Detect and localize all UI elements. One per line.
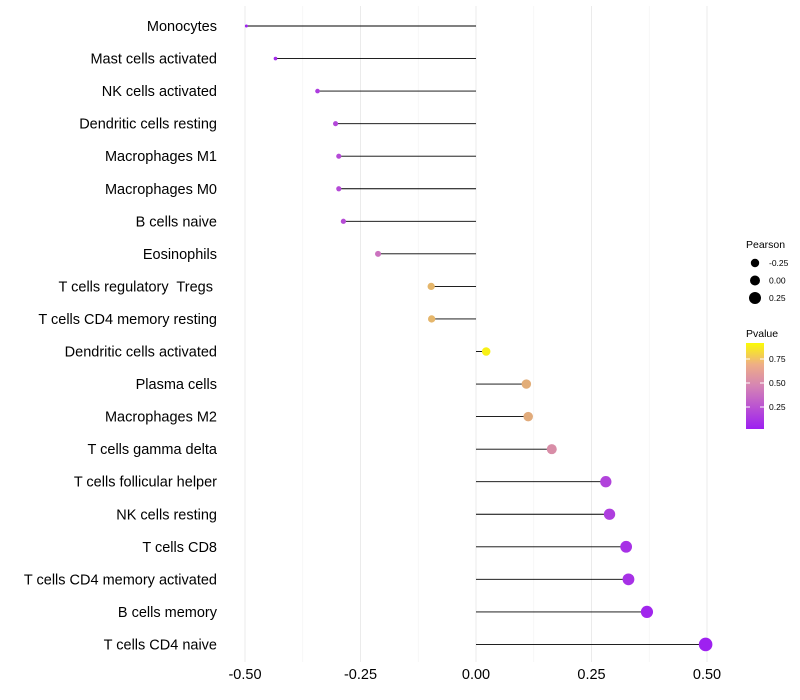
category-label: Macrophages M0: [105, 182, 217, 198]
color-legend-label: 0.50: [769, 378, 786, 388]
size-legend-label: 0.25: [769, 293, 786, 303]
category-label: Dendritic cells resting: [79, 117, 217, 133]
category-label: T cells CD4 memory resting: [38, 312, 217, 328]
data-point: [336, 153, 342, 159]
data-point: [375, 250, 382, 257]
data-point: [336, 186, 342, 192]
x-axis-ticks: -0.50 -0.25 0.00 0.25 0.50: [228, 667, 721, 683]
points: [244, 24, 713, 652]
legend: Pearson -0.25 0.00 0.25 Pvalue 0.75 0.50 0.25: [746, 239, 789, 429]
data-point: [620, 540, 633, 553]
grid-lines: [244, 6, 708, 662]
category-label: T cells follicular helper: [74, 475, 217, 491]
data-point: [333, 121, 339, 127]
category-label: T cells regulatory Tregs: [59, 279, 218, 295]
data-point: [546, 444, 557, 455]
category-label: T cells gamma delta: [88, 442, 218, 458]
data-point: [622, 573, 635, 586]
data-point: [523, 411, 533, 422]
category-label: Dendritic cells activated: [65, 345, 217, 361]
category-label: Eosinophils: [143, 247, 217, 263]
data-point: [244, 24, 248, 28]
data-point: [603, 508, 616, 520]
color-legend-label: 0.25: [769, 402, 786, 412]
data-point: [428, 315, 436, 323]
size-legend-key: [750, 275, 760, 286]
size-legend-key: [749, 292, 761, 304]
category-label: NK cells activated: [102, 84, 217, 100]
x-tick-label: 0.25: [577, 667, 605, 683]
category-label: Macrophages M1: [105, 149, 217, 165]
color-legend-title: Pvalue: [746, 328, 778, 340]
data-point: [273, 56, 278, 61]
category-label: NK cells resting: [116, 507, 217, 523]
category-label: Mast cells activated: [90, 52, 217, 68]
x-tick-label: -0.25: [344, 667, 377, 683]
data-point: [427, 282, 435, 291]
size-legend-key: [750, 258, 760, 268]
data-point: [481, 347, 491, 356]
category-label: T cells CD4 memory activated: [24, 572, 217, 588]
size-legend-label: 0.00: [769, 276, 786, 286]
category-label: B cells naive: [136, 214, 217, 230]
color-bar: [746, 343, 764, 429]
data-point: [521, 379, 532, 389]
x-tick-label: 0.50: [693, 667, 721, 683]
category-label: T cells CD4 naive: [104, 637, 217, 653]
category-label: B cells memory: [118, 605, 218, 621]
stems: [246, 25, 706, 645]
x-tick-label: 0.00: [462, 667, 490, 683]
y-axis-labels: Monocytes Mast cells activated NK cells ac…: [24, 19, 218, 653]
x-tick-label: -0.50: [228, 667, 261, 683]
category-label: T cells CD8: [142, 540, 217, 556]
data-point: [698, 637, 713, 652]
data-point: [315, 88, 320, 94]
color-legend-label: 0.75: [769, 354, 786, 364]
category-label: Plasma cells: [136, 377, 217, 393]
category-label: Monocytes: [147, 19, 217, 35]
data-point: [340, 218, 347, 224]
data-point: [640, 605, 654, 619]
category-label: Macrophages M2: [105, 410, 217, 426]
size-legend-title: Pearson: [746, 239, 785, 251]
data-point: [600, 476, 612, 488]
size-legend-label: -0.25: [769, 258, 789, 268]
